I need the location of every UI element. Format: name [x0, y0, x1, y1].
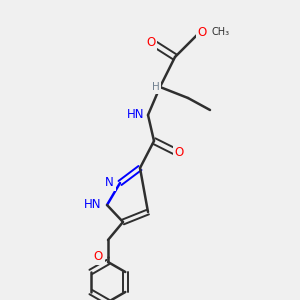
Text: H: H [152, 82, 160, 92]
Text: O: O [197, 26, 207, 38]
Text: O: O [94, 250, 103, 263]
Text: CH₃: CH₃ [212, 27, 230, 37]
Text: N: N [105, 176, 114, 190]
Text: O: O [174, 146, 184, 158]
Text: HN: HN [83, 199, 101, 212]
Text: O: O [146, 37, 156, 50]
Text: HN: HN [127, 109, 144, 122]
